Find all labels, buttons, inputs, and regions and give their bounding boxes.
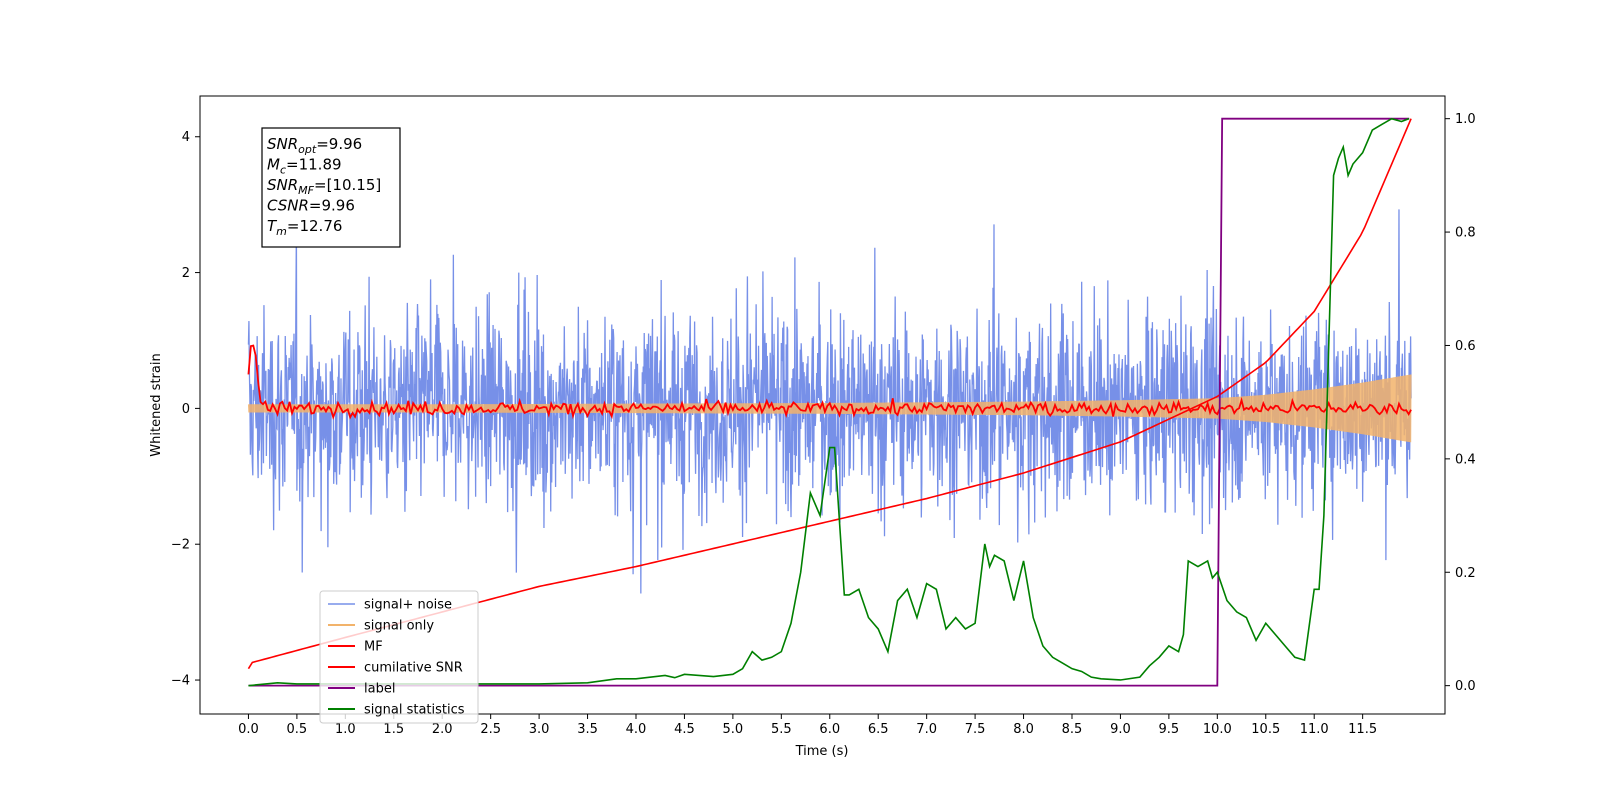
x-tick-label: 2.5 <box>480 722 501 737</box>
y-axis-right: 0.0 0.2 0.4 0.6 0.8 1.0 <box>1445 112 1476 694</box>
x-tick-label: 2.0 <box>432 722 453 737</box>
x-tick-label: 5.0 <box>723 722 744 737</box>
x-tick-label: 7.5 <box>965 722 986 737</box>
plot-frame <box>199 95 1446 715</box>
legend-label: label <box>364 682 395 697</box>
y-axis-label: Whitened strain <box>149 353 164 456</box>
x-tick-label: 3.5 <box>577 722 598 737</box>
series-label <box>248 117 1410 687</box>
y-tick-label: 2 <box>182 266 190 281</box>
x-tick-label: 11.5 <box>1348 722 1377 737</box>
x-tick-label: 5.5 <box>771 722 792 737</box>
legend-label: MF <box>364 640 383 655</box>
y2-tick-label: 0.0 <box>1455 679 1476 694</box>
x-tick-label: 8.5 <box>1062 722 1083 737</box>
x-tick-label: 3.0 <box>529 722 550 737</box>
y2-tick-label: 0.6 <box>1455 339 1476 354</box>
x-tick-label: 6.0 <box>819 722 840 737</box>
y-tick-label: 4 <box>182 130 190 145</box>
y2-tick-label: 0.4 <box>1455 452 1476 467</box>
series-mf <box>247 344 1412 420</box>
series-signal-statistics <box>248 117 1410 687</box>
annotation-box: SNRopt=9.96Mc=11.89SNRMF=[10.15]CSNR=9.9… <box>261 127 401 248</box>
x-tick-label: 0.5 <box>287 722 308 737</box>
x-tick-label: 9.5 <box>1159 722 1180 737</box>
y-tick-label: −4 <box>171 674 190 689</box>
x-tick-label: 1.0 <box>335 722 356 737</box>
y-axis-left: −4 −2 0 2 4 <box>171 130 200 689</box>
legend-frame <box>319 590 479 724</box>
y-tick-label: 0 <box>182 402 190 417</box>
legend: signal+ noise signal only MF cumilative SNR… <box>319 590 479 724</box>
series-signal-noise <box>247 209 1412 594</box>
y2-tick-label: 0.8 <box>1455 226 1476 241</box>
x-tick-label: 10.0 <box>1203 722 1232 737</box>
annotation-line: Mc=11.89 <box>267 156 342 177</box>
annotation-line: CSNR=9.96 <box>267 197 355 215</box>
x-tick-label: 4.5 <box>674 722 695 737</box>
x-axis: 0.0 0.5 1.0 1.5 2.0 2.5 3.0 3.5 4.0 4.5 5.0 5.5 6.0 6… <box>238 714 1377 737</box>
annotation-frame <box>261 127 401 248</box>
y2-tick-label: 1.0 <box>1455 112 1476 127</box>
x-axis-label: Time (s) <box>795 744 849 759</box>
annotation-line: SNRMF=[10.15] <box>267 176 381 197</box>
x-tick-label: 4.0 <box>626 722 647 737</box>
legend-label: signal statistics <box>364 703 465 718</box>
y-tick-label: −2 <box>171 538 190 553</box>
x-tick-label: 8.0 <box>1013 722 1034 737</box>
x-tick-label: 1.5 <box>383 722 404 737</box>
y2-tick-label: 0.2 <box>1455 566 1476 581</box>
annotation-line: SNRopt=9.96 <box>267 135 362 156</box>
x-tick-label: 11.0 <box>1300 722 1329 737</box>
x-tick-label: 9.0 <box>1110 722 1131 737</box>
x-tick-label: 10.5 <box>1251 722 1280 737</box>
x-tick-label: 7.0 <box>916 722 937 737</box>
legend-label: signal+ noise <box>364 598 452 613</box>
x-tick-label: 0.0 <box>238 722 259 737</box>
annotation-line: Tm=12.76 <box>267 217 342 238</box>
legend-label: cumilative SNR <box>364 661 463 676</box>
legend-label: signal only <box>364 619 434 634</box>
x-tick-label: 6.5 <box>868 722 889 737</box>
